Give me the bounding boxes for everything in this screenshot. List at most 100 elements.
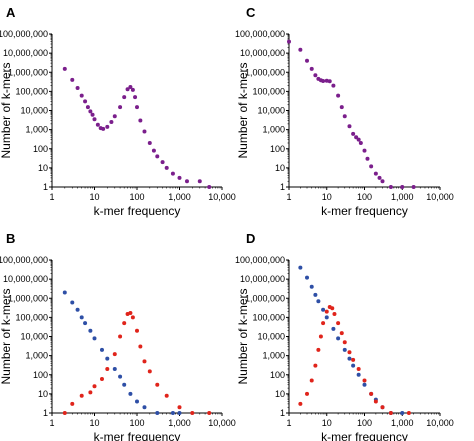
data-point-red	[309, 378, 314, 383]
y-tick-label: 100,000,000	[235, 29, 285, 39]
data-point-blue	[83, 321, 88, 326]
data-point-red	[369, 391, 374, 396]
data-point-red	[105, 366, 110, 371]
data-point-purple	[356, 137, 361, 142]
y-axis-title: Number of k-mers	[0, 288, 13, 384]
x-tick-label: 100	[129, 192, 144, 202]
data-point-red	[142, 359, 147, 364]
data-point-purple	[197, 179, 202, 184]
data-point-blue	[351, 363, 356, 368]
y-tick-label: 100,000	[252, 312, 285, 322]
data-point-purple	[75, 86, 80, 91]
data-point-red	[112, 352, 117, 357]
data-point-blue	[309, 284, 314, 289]
data-point-purple	[373, 171, 378, 176]
data-point-purple	[365, 156, 370, 161]
data-point-blue	[122, 382, 127, 387]
x-tick-label: 1,000	[168, 192, 191, 202]
data-point-red	[92, 384, 97, 389]
data-point-purple	[122, 95, 127, 100]
y-tick-label: 10,000	[257, 332, 285, 342]
data-point-purple	[128, 84, 133, 89]
data-point-red	[164, 393, 169, 398]
x-tick-label: 1,000	[391, 418, 414, 428]
y-tick-label: 1,000	[25, 125, 48, 135]
data-point-purple	[400, 185, 405, 189]
data-point-purple	[133, 95, 138, 100]
data-point-blue	[321, 307, 326, 312]
data-point-red	[207, 411, 212, 415]
data-point-red	[70, 401, 75, 406]
data-point-red	[138, 344, 143, 349]
data-point-blue	[342, 347, 347, 352]
data-point-red	[177, 405, 182, 410]
x-tick-label: 10	[89, 192, 99, 202]
data-point-red	[313, 363, 318, 368]
data-point-purple	[287, 39, 291, 44]
data-point-blue	[331, 326, 336, 331]
data-point-red	[339, 331, 344, 336]
y-tick-label: 10,000,000	[3, 48, 48, 58]
data-point-purple	[327, 79, 332, 84]
data-point-purple	[101, 126, 106, 131]
data-point-red	[318, 334, 323, 339]
data-point-red	[190, 411, 195, 415]
x-tick-label: 1	[49, 192, 54, 202]
y-tick-label: 10,000	[20, 106, 48, 116]
data-point-purple	[118, 105, 123, 110]
data-point-purple	[138, 118, 143, 123]
y-axis-title: Number of k-mers	[236, 288, 250, 384]
data-point-blue	[118, 374, 123, 379]
data-point-blue	[112, 366, 117, 371]
data-point-purple	[354, 135, 359, 140]
data-point-blue	[92, 336, 97, 341]
x-tick-label: 100	[357, 192, 372, 202]
y-tick-label: 1,000,000	[245, 67, 285, 77]
data-point-red	[406, 411, 411, 415]
data-point-purple	[79, 93, 84, 98]
data-point-red	[155, 382, 160, 387]
data-point-purple	[147, 140, 152, 145]
data-point-purple	[95, 122, 100, 127]
x-tick-label: 10,000	[208, 192, 236, 202]
data-point-purple	[62, 66, 67, 71]
data-point-blue	[400, 411, 405, 415]
data-point-purple	[331, 83, 336, 88]
x-tick-label: 1	[286, 418, 291, 428]
y-tick-label: 1,000	[25, 351, 48, 361]
y-tick-label: 100,000,000	[0, 255, 48, 265]
data-point-purple	[92, 117, 97, 122]
y-tick-label: 10	[38, 389, 48, 399]
panel-a: A 1 10 100 1,000 10,000 100,000 1,000,000 10,000…	[0, 5, 236, 218]
data-point-purple	[369, 164, 374, 169]
data-point-purple	[90, 112, 95, 117]
data-point-purple	[411, 185, 416, 189]
y-tick-label: 1,000	[262, 125, 285, 135]
data-point-red	[342, 340, 347, 345]
y-tick-label: 10,000,000	[240, 48, 285, 58]
data-point-purple	[112, 114, 117, 119]
data-point-purple	[309, 66, 314, 71]
data-point-purple	[184, 179, 189, 184]
data-point-blue	[313, 292, 318, 297]
data-point-red	[324, 309, 329, 314]
data-point-purple	[142, 129, 147, 134]
data-point-purple	[207, 185, 212, 189]
data-point-red	[130, 315, 135, 320]
y-tick-label: 1	[280, 182, 285, 192]
data-point-purple	[130, 87, 135, 92]
x-tick-label: 10,000	[208, 418, 236, 428]
y-tick-label: 100,000	[15, 312, 48, 322]
data-point-red	[99, 376, 104, 381]
data-point-blue	[142, 405, 147, 410]
data-point-red	[118, 334, 123, 339]
data-point-purple	[155, 154, 160, 159]
data-point-blue	[155, 411, 160, 415]
data-point-blue	[336, 336, 341, 341]
x-tick-label: 10	[322, 192, 332, 202]
y-tick-label: 10	[275, 389, 285, 399]
data-point-red	[79, 393, 84, 398]
y-tick-label: 100	[33, 370, 48, 380]
data-point-blue	[316, 299, 321, 304]
data-point-purple	[88, 109, 93, 114]
